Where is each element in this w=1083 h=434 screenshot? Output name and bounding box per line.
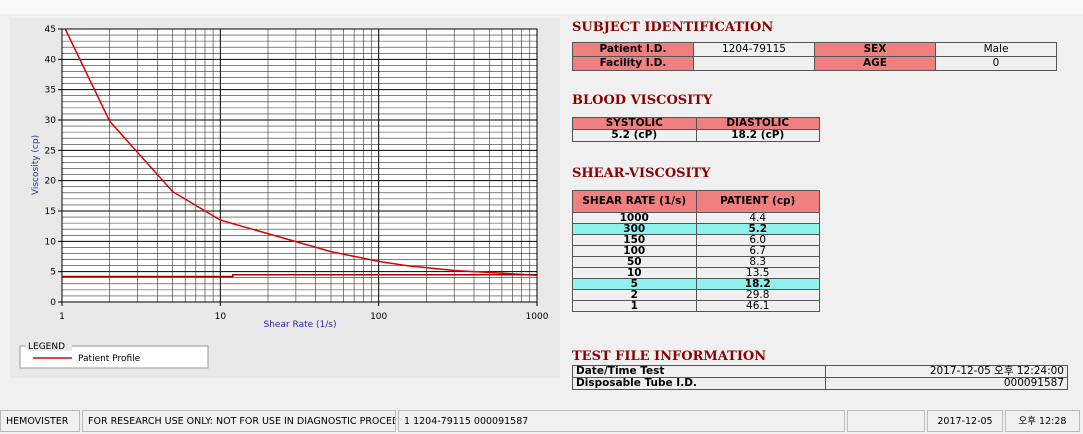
field-value: Male (935, 42, 1057, 57)
legend-box (19, 345, 209, 369)
y-tick-label: 45 (45, 25, 56, 35)
status-cell-empty (847, 410, 925, 432)
table-row: Facility I.D. AGE 0 (572, 56, 1057, 71)
top-strip (0, 0, 1083, 14)
field-value: 000091587 (825, 377, 1068, 390)
x-tick-label: 100 (370, 312, 387, 322)
field-label: SEX (814, 42, 936, 57)
cell: 2 (572, 289, 697, 301)
plot-area (61, 28, 538, 303)
table-row: 150 6.0 (572, 234, 820, 246)
series-line (64, 29, 537, 277)
y-tick-label: 35 (45, 86, 56, 96)
column-header: PATIENT (cp) (695, 190, 820, 213)
cell: 1 (572, 300, 697, 312)
cell: 18.2 (cP) (695, 129, 820, 142)
column-header: DIASTOLIC (695, 117, 820, 130)
column-header: SHEAR RATE (1/s) (572, 190, 697, 213)
y-tick-label: 30 (45, 116, 57, 126)
cell: 300 (572, 223, 697, 235)
blood-table: SYSTOLIC DIASTOLIC 5.2 (cP) 18.2 (cP) (572, 117, 820, 142)
cell: 50 (572, 256, 697, 268)
status-cell: HEMOVISTER (0, 410, 80, 432)
y-tick-label: 40 (45, 55, 57, 65)
table-row: 100 6.7 (572, 245, 820, 257)
field-label: AGE (814, 56, 936, 71)
table-row: 10 13.5 (572, 267, 820, 279)
y-tick-label: 5 (50, 268, 56, 278)
table-row: 1 46.1 (572, 300, 820, 312)
cell: 29.8 (695, 289, 820, 301)
y-tick-label: 15 (45, 207, 56, 217)
x-tick-label: 1000 (526, 312, 549, 322)
field-label: Patient I.D. (572, 42, 694, 57)
cell: 1000 (572, 212, 697, 224)
table-row: 300 5.2 (572, 223, 820, 235)
legend-label: Patient Profile (78, 354, 141, 364)
cell: 150 (572, 234, 697, 246)
cell: 6.0 (695, 234, 820, 246)
cell: 5.2 (cP) (572, 129, 697, 142)
field-value: 0 (935, 56, 1057, 71)
x-axis-label: Shear Rate (1/s) (264, 320, 337, 330)
y-tick-label: 20 (45, 177, 57, 187)
field-label: Date/Time Test (572, 365, 826, 378)
cell: 8.3 (695, 256, 820, 268)
y-tick-label: 10 (45, 237, 57, 247)
chart: Shear Rate (1/s) Viscosity (cp) LEGEND 0… (10, 18, 560, 378)
y-tick-label: 25 (45, 146, 56, 156)
x-tick-label: 1 (59, 312, 65, 322)
table-row: 50 8.3 (572, 256, 820, 268)
status-cell: FOR RESEARCH USE ONLY: NOT FOR USE IN DI… (82, 410, 396, 432)
cell: 6.7 (695, 245, 820, 257)
test-file-table: Date/Time Test 2017-12-05 오후 12:24:00 Disp… (572, 365, 1068, 390)
cell: 4.4 (695, 212, 820, 224)
field-label: Facility I.D. (572, 56, 694, 71)
header-row: SHEAR RATE (1/s) PATIENT (cp) (572, 190, 820, 213)
y-tick-label: 0 (50, 298, 56, 308)
section-title: BLOOD VISCOSITY (572, 93, 713, 108)
field-value: 1204-79115 (693, 42, 815, 57)
cell: 100 (572, 245, 697, 257)
status-bar: HEMOVISTER FOR RESEARCH USE ONLY: NOT FOR… (0, 408, 1083, 434)
table-row: Disposable Tube I.D. 000091587 (572, 377, 1068, 390)
x-tick-label: 10 (215, 312, 227, 322)
table-row: 2 29.8 (572, 289, 820, 301)
table-row: 1000 4.4 (572, 212, 820, 224)
table-row: Date/Time Test 2017-12-05 오후 12:24:00 (572, 365, 1068, 378)
legend-title-bg (26, 340, 72, 351)
y-axis-label: Viscosity (cp) (31, 135, 41, 195)
section-title: SUBJECT IDENTIFICATION (572, 20, 774, 35)
section-title: TEST FILE INFORMATION (572, 349, 767, 364)
table-row: 5.2 (cP) 18.2 (cP) (572, 129, 820, 142)
cell: 46.1 (695, 300, 820, 312)
status-cell: 오후 12:28 (1005, 410, 1080, 432)
field-label: Disposable Tube I.D. (572, 377, 826, 390)
status-cell: 1 1204-79115 000091587 (398, 410, 845, 432)
field-value (693, 56, 815, 71)
field-value: 2017-12-05 오후 12:24:00 (825, 365, 1068, 378)
column-header: SYSTOLIC (572, 117, 697, 130)
header-row: SYSTOLIC DIASTOLIC (572, 117, 820, 130)
cell: 18.2 (695, 278, 820, 290)
section-title: SHEAR-VISCOSITY (572, 166, 711, 181)
table-row: Patient I.D. 1204-79115 SEX Male (572, 42, 1057, 57)
cell: 13.5 (695, 267, 820, 279)
subject-table: Patient I.D. 1204-79115 SEX Male Facility I.… (572, 42, 1057, 71)
cell: 5.2 (695, 223, 820, 235)
cell: 10 (572, 267, 697, 279)
status-cell: 2017-12-05 (927, 410, 1003, 432)
legend-title: LEGEND (28, 342, 65, 352)
shear-table: SHEAR RATE (1/s) PATIENT (cp) 1000 4.4 300 5.… (572, 190, 820, 312)
table-row: 5 18.2 (572, 278, 820, 290)
series-line (62, 273, 537, 278)
cell: 5 (572, 278, 697, 290)
